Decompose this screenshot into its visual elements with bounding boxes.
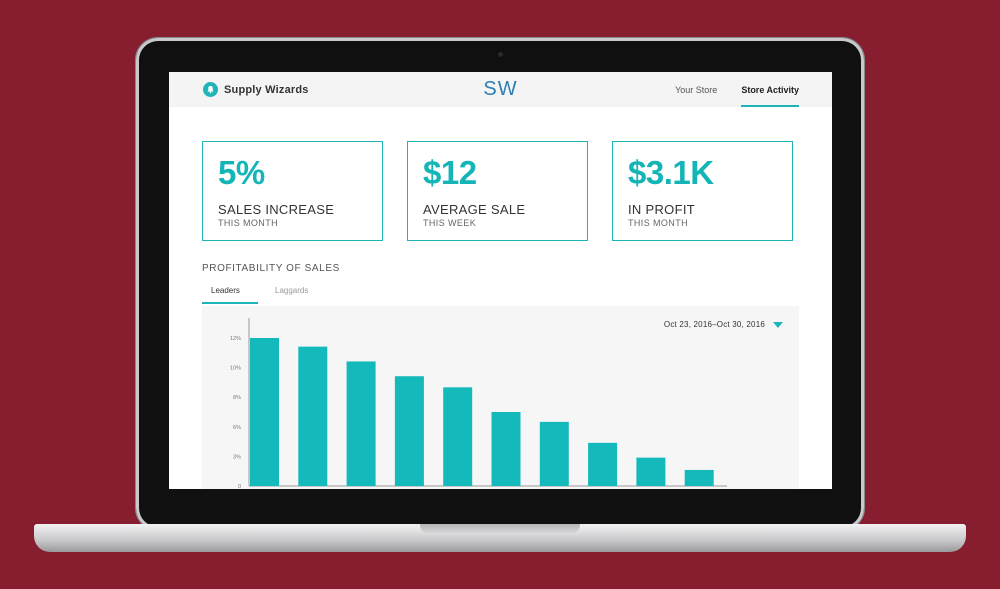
date-range-picker[interactable]: Oct 23, 2016–Oct 30, 2016 bbox=[664, 320, 783, 329]
camera-icon bbox=[498, 52, 503, 57]
app-screen: Supply Wizards SW Your Store Store Activ… bbox=[169, 72, 832, 489]
bar[interactable] bbox=[588, 442, 618, 486]
brand-name: Supply Wizards bbox=[224, 83, 309, 96]
chart-panel: Oct 23, 2016–Oct 30, 2016 0 3% 6% 8% 10% 12% bbox=[202, 306, 799, 489]
top-bar: Supply Wizards SW Your Store Store Activ… bbox=[169, 72, 832, 107]
kpi-card-profit: $3.1K IN PROFIT THIS MONTH bbox=[612, 141, 793, 241]
bar[interactable] bbox=[684, 469, 714, 486]
bar[interactable] bbox=[443, 387, 473, 486]
kpi-period: THIS MONTH bbox=[218, 218, 278, 228]
bar[interactable] bbox=[298, 346, 328, 486]
chart-tabs: Leaders Laggards bbox=[202, 285, 325, 304]
y-tick-label: 12% bbox=[230, 336, 241, 342]
bar[interactable] bbox=[250, 338, 279, 486]
laptop-notch bbox=[420, 524, 580, 533]
bar[interactable] bbox=[539, 421, 569, 486]
y-tick-label: 3% bbox=[233, 454, 241, 460]
nav-your-store[interactable]: Your Store bbox=[675, 85, 718, 95]
section-title: PROFITABILITY OF SALES bbox=[202, 263, 340, 274]
kpi-card-average-sale: $12 AVERAGE SALE THIS WEEK bbox=[407, 141, 588, 241]
kpi-value: 5% bbox=[218, 154, 265, 191]
kpi-period: THIS WEEK bbox=[423, 218, 477, 228]
kpi-value: $3.1K bbox=[628, 154, 714, 191]
bar[interactable] bbox=[491, 412, 521, 486]
app-logo[interactable]: SW bbox=[483, 78, 518, 100]
y-tick-label: 6% bbox=[233, 425, 241, 431]
kpi-card-sales-increase: 5% SALES INCREASE THIS MONTH bbox=[202, 141, 383, 241]
caret-down-icon[interactable] bbox=[773, 321, 783, 328]
kpi-label: SALES INCREASE bbox=[218, 202, 335, 217]
y-tick-label: 0 bbox=[238, 484, 241, 489]
profitability-bar-chart: 0 3% 6% 8% 10% 12% bbox=[230, 318, 727, 489]
tab-laggards[interactable]: Laggards bbox=[275, 286, 309, 295]
kpi-value: $12 bbox=[423, 154, 477, 191]
y-tick-label: 10% bbox=[230, 366, 241, 372]
bell-icon bbox=[203, 82, 218, 97]
kpi-label: AVERAGE SALE bbox=[423, 202, 526, 217]
date-range-label: Oct 23, 2016–Oct 30, 2016 bbox=[663, 320, 765, 329]
nav-store-activity[interactable]: Store Activity bbox=[741, 72, 799, 107]
bar[interactable] bbox=[346, 361, 376, 486]
bar[interactable] bbox=[394, 376, 424, 486]
kpi-label: IN PROFIT bbox=[628, 202, 695, 217]
tab-leaders[interactable]: Leaders bbox=[202, 285, 258, 304]
bar[interactable] bbox=[636, 457, 666, 486]
kpi-period: THIS MONTH bbox=[628, 218, 688, 228]
top-nav: Your Store Store Activity bbox=[651, 72, 799, 107]
brand[interactable]: Supply Wizards bbox=[203, 82, 309, 97]
y-tick-label: 8% bbox=[233, 395, 241, 401]
